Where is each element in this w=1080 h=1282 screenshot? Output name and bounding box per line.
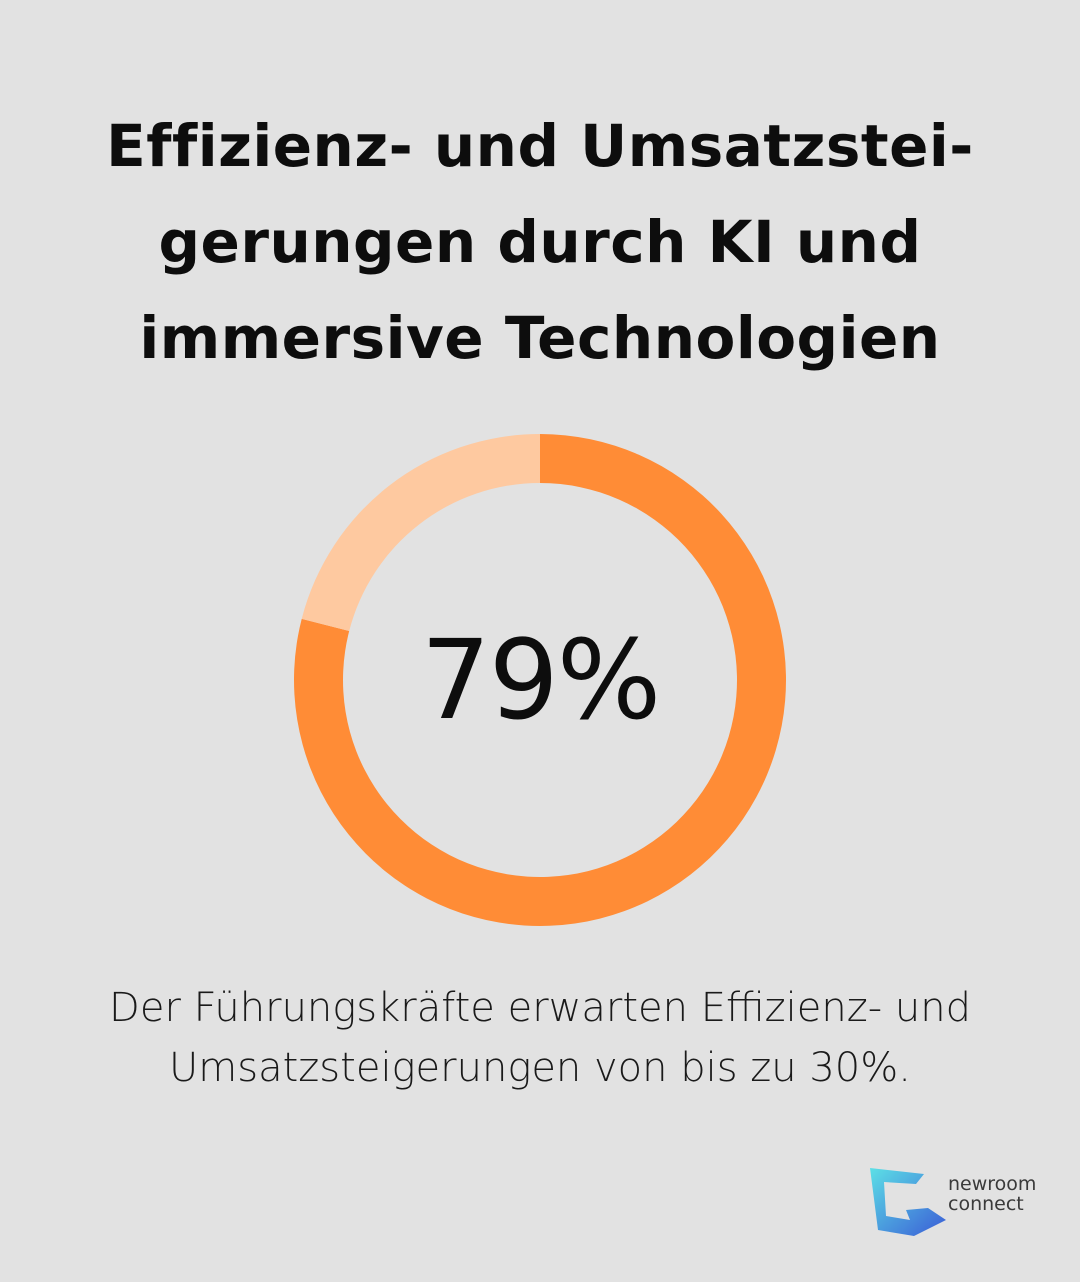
title-line-3: immersive Technologien [139, 304, 941, 372]
donut-chart: 79% [290, 430, 790, 930]
donut-svg [294, 434, 786, 926]
center-value-label: 79% [420, 616, 662, 744]
chart-caption: Der Führungskräfte erwarten Effizienz- u… [40, 978, 1040, 1098]
logo-text-line-1: newroom [948, 1173, 1037, 1195]
chart-title: Effizienz- und Umsatzstei- gerungen durc… [40, 98, 1040, 386]
logo-text-line-2: connect [948, 1193, 1024, 1215]
title-line-1: Effizienz- und Umsatzstei- [106, 112, 974, 180]
brand-logo: newroom connect [866, 1164, 1046, 1240]
title-line-2: gerungen durch KI und [158, 208, 922, 276]
logo-wordmark: newroom connect [948, 1174, 1036, 1214]
caption-line-1: Der Führungskräfte erwarten Effizienz- u… [109, 985, 971, 1031]
caption-line-2: Umsatzsteigerungen von bis zu 30%. [169, 1045, 911, 1091]
donut-slice-2 [301, 434, 540, 632]
logo-mark-icon [870, 1168, 946, 1236]
